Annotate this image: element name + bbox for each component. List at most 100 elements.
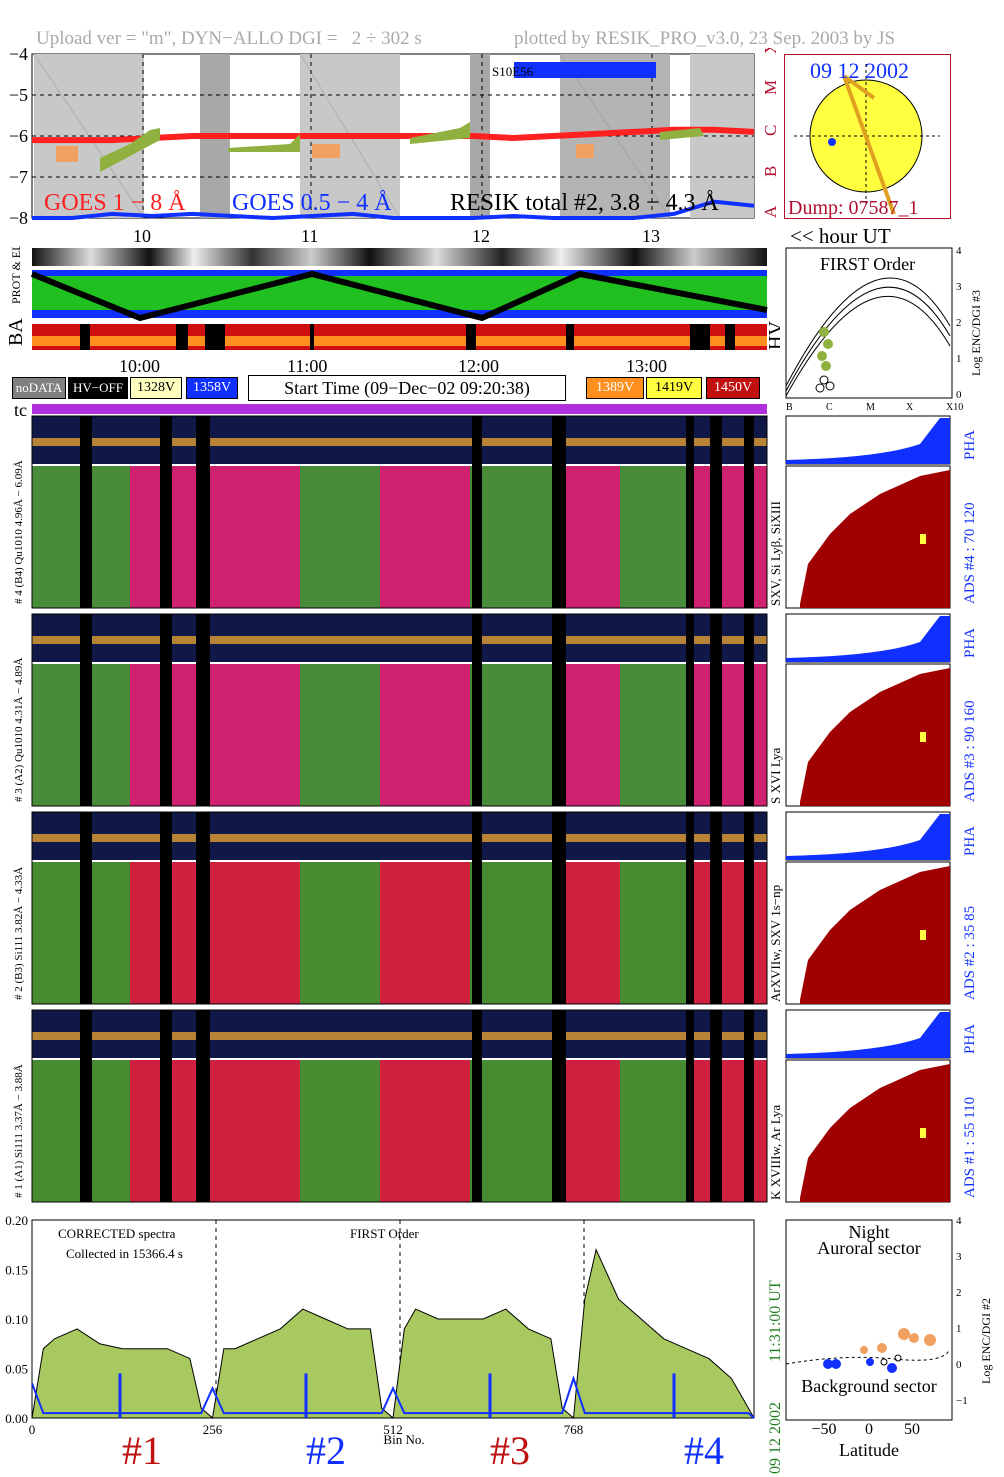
goes-ytick: −4 bbox=[9, 48, 28, 64]
spec-xtick: 0 bbox=[29, 1422, 36, 1437]
channel-panel: # 2 (B3) Si111 3.82Å − 4.33Å PHA ADS #2 : … bbox=[13, 811, 978, 1005]
lat-ytick: 4 bbox=[956, 1215, 962, 1227]
channel-label: # 4 (B4) Qu1010 4.96Å − 6.09Å bbox=[13, 460, 25, 604]
ba-label: BA bbox=[5, 318, 27, 346]
sun-date: 09 12 2002 bbox=[810, 58, 909, 83]
v1328-box: 1328V bbox=[130, 377, 182, 399]
spec-note3: FIRST Order bbox=[350, 1226, 419, 1241]
housekeeping-strips: PROT & EL BA HV bbox=[5, 246, 780, 350]
hour-tick: 13 bbox=[642, 226, 660, 246]
goes2-series bbox=[32, 199, 755, 221]
spec-time: 11:31:00 UT bbox=[767, 1280, 784, 1362]
lat-ylabel: Log ENC/DGI #2 bbox=[979, 1298, 993, 1384]
goes-class-letter: B bbox=[761, 166, 780, 177]
spectrum-plot: CORRECTED spectra Collected in 15366.4 s… bbox=[5, 1213, 784, 1474]
spec-ytick: 0.10 bbox=[5, 1312, 28, 1327]
ads-label: ADS #1 : 55 110 bbox=[962, 1097, 978, 1198]
channel-number-label: #2 bbox=[306, 1428, 346, 1473]
spec-xtick: 256 bbox=[203, 1422, 223, 1437]
legend-goes1: GOES 1 − 8 Å bbox=[44, 190, 186, 216]
goes-ytick: −6 bbox=[9, 126, 28, 146]
v1419-box: 1419V bbox=[646, 377, 702, 399]
time-tick: 11:00 bbox=[287, 356, 328, 376]
legend-resik: RESIK total #2, 3.8 − 4.3 Å bbox=[450, 190, 720, 216]
hour-tick: 10 bbox=[133, 226, 151, 246]
fo-xtick: B bbox=[786, 402, 793, 413]
spec-xtick: 512 bbox=[383, 1422, 403, 1437]
flare-label: S10E56 bbox=[492, 64, 534, 79]
pha-label: PHA bbox=[962, 1024, 978, 1054]
channel-label: # 1 (A1) Si111 3.37Å − 3.88Å bbox=[13, 1064, 25, 1198]
legend-goes2: GOES 0.5 − 4 Å bbox=[232, 190, 392, 216]
v1358-box: 1358V bbox=[186, 377, 238, 399]
spec-ytick: 0.20 bbox=[5, 1213, 28, 1228]
spec-xtick: 768 bbox=[564, 1422, 584, 1437]
line-label: K XVIIIw, Ar Lya bbox=[768, 1105, 783, 1200]
ads-label: ADS #4 : 70 120 bbox=[962, 502, 978, 604]
lat-ytick: 3 bbox=[956, 1251, 962, 1263]
header-right: plotted by RESIK_PRO_v3.0, 23 Sep. 2003 … bbox=[514, 28, 896, 49]
sun-dump: Dump: 07587_1 bbox=[788, 197, 919, 219]
fo-ytick: 3 bbox=[956, 281, 962, 293]
v1389-box: 1389V bbox=[586, 377, 644, 399]
goes-class-letter: M bbox=[761, 80, 780, 95]
channel-panel: # 1 (A1) Si111 3.37Å − 3.88Å PHA ADS #1 : … bbox=[13, 1009, 978, 1203]
time-tick: 12:00 bbox=[458, 356, 500, 376]
hour-tick: 11 bbox=[301, 226, 319, 246]
spec-note2: Collected in 15366.4 s bbox=[66, 1246, 183, 1261]
hour-tick: 12 bbox=[472, 226, 490, 246]
time-tick: 10:00 bbox=[119, 356, 161, 376]
fo-xtick: C bbox=[826, 402, 833, 413]
latitude-panel: Night Auroral sector Background sector −… bbox=[785, 1215, 993, 1460]
lat-bottom: Background sector bbox=[801, 1376, 936, 1396]
flare-bar bbox=[514, 62, 656, 78]
channel-label: # 2 (B3) Si111 3.82Å − 4.33Å bbox=[13, 867, 25, 1000]
spec-ytick: 0.05 bbox=[5, 1362, 28, 1377]
time-tick: 13:00 bbox=[626, 356, 668, 376]
v1450-box: 1450V bbox=[706, 377, 760, 399]
goes-class-letter: X bbox=[761, 48, 780, 54]
goes-ytick: −7 bbox=[9, 167, 28, 187]
spec-date: 09 12 2002 bbox=[767, 1402, 784, 1474]
background-series bbox=[31, 1375, 755, 1419]
spec-xlabel: Bin No. bbox=[383, 1432, 424, 1447]
hvoff-box: HV−OFF bbox=[68, 377, 128, 399]
fo-xtick: M bbox=[866, 402, 875, 413]
ads-label: ADS #2 : 35 85 bbox=[962, 906, 978, 1000]
header-left: Upload ver = "m", DYN−ALLO DGI = 2 ÷ 302… bbox=[36, 28, 422, 49]
lat-xtick: 0 bbox=[865, 1421, 873, 1438]
line-label: ArXVIIw, SXV 1s−np bbox=[768, 885, 783, 1002]
nodata-box: noDATA bbox=[12, 377, 66, 399]
fo-ylabel: Log ENC/DGI #3 bbox=[969, 290, 983, 376]
lat-ytick: 1 bbox=[956, 1323, 962, 1335]
tc-label: tc bbox=[14, 400, 27, 420]
fo-ytick: 4 bbox=[956, 246, 962, 257]
channel-panel: # 4 (B4) Qu1010 4.96Å − 6.09Å PHA ADS #4 :… bbox=[13, 415, 978, 609]
lat-ytick: 0 bbox=[956, 1359, 962, 1371]
ads-label: ADS #3 : 90 160 bbox=[962, 700, 978, 802]
channel-panels: # 4 (B4) Qu1010 4.96Å − 6.09Å PHA ADS #4 :… bbox=[13, 415, 978, 1203]
spec-ytick: 0.15 bbox=[5, 1263, 28, 1278]
spec-note1: CORRECTED spectra bbox=[58, 1226, 176, 1241]
fo-xtick: X10 bbox=[946, 402, 963, 413]
prot-label: PROT & EL bbox=[9, 246, 23, 304]
fo-xtick: X bbox=[906, 402, 914, 413]
start-time-box: Start Time (09−Dec−02 09:20:38) bbox=[248, 375, 566, 401]
goes-ytick: −5 bbox=[9, 85, 28, 105]
pha-label: PHA bbox=[962, 628, 978, 658]
lat-ytick: −1 bbox=[956, 1395, 968, 1407]
lat-title1: Night bbox=[848, 1222, 889, 1242]
goes-class-letter: C bbox=[761, 125, 780, 136]
goes-ytick: −8 bbox=[9, 208, 28, 228]
tc-strip bbox=[32, 404, 767, 414]
spectrum-series bbox=[31, 1248, 755, 1420]
spec-ytick: 0.00 bbox=[5, 1411, 28, 1426]
goes-class-letter: A bbox=[761, 205, 780, 218]
channel-number-label: #4 bbox=[684, 1428, 724, 1473]
channel-label: # 3 (A2) Qu1010 4.31Å − 4.89Å bbox=[13, 658, 25, 802]
lat-title2: Auroral sector bbox=[817, 1238, 920, 1258]
fo-ytick: 2 bbox=[956, 317, 962, 329]
channel-number-label: #3 bbox=[490, 1428, 530, 1473]
goes-plot: −4 −5 −6 −7 −8 X M C B A S10E56 GOES 1 − 8 Å GOE… bbox=[9, 48, 780, 228]
first-order-title: FIRST Order bbox=[820, 254, 915, 274]
